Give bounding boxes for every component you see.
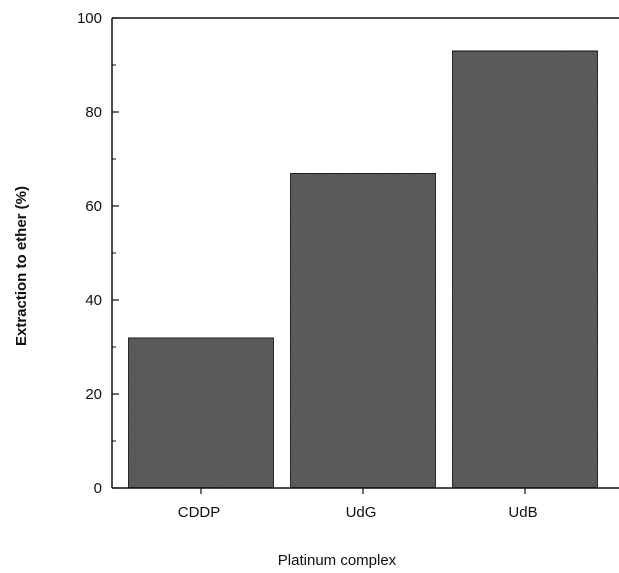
x-tick-label: UdB — [508, 504, 537, 521]
y-tick-label: 0 — [94, 480, 102, 497]
y-tick-label: 40 — [85, 292, 102, 309]
bar-udb — [451, 50, 599, 489]
x-tick-label: CDDP — [178, 504, 221, 521]
x-axis-ticks: CDDP UdG UdB — [178, 488, 538, 521]
y-tick-label: 20 — [85, 386, 102, 403]
bar-series — [127, 50, 599, 489]
y-axis-ticks: 0 20 40 60 80 100 — [77, 10, 119, 497]
y-axis-title: Extraction to ether (%) — [13, 186, 30, 346]
y-tick-label: 80 — [85, 104, 102, 121]
bar-udg — [289, 172, 437, 489]
y-tick-label: 100 — [77, 10, 102, 27]
x-axis-title: Platinum complex — [278, 552, 397, 569]
bar-cddp — [127, 336, 275, 489]
x-tick-label: UdG — [346, 504, 377, 521]
y-tick-label: 60 — [85, 198, 102, 215]
